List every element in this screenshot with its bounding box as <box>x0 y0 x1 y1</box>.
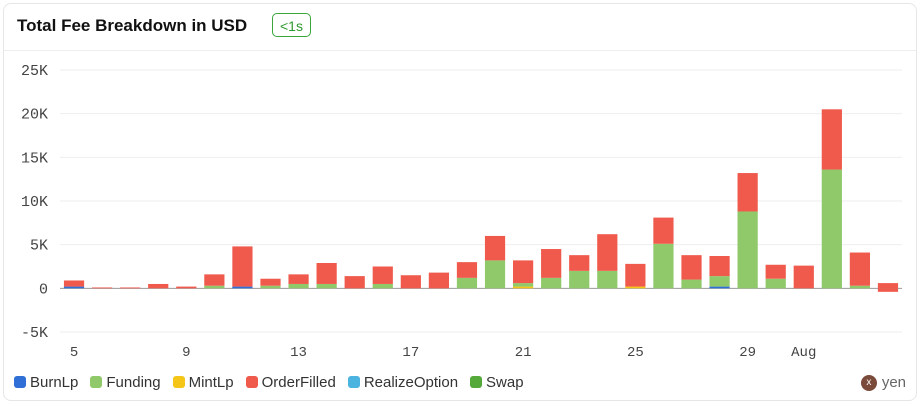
bar-segment-orderfilled <box>737 173 758 212</box>
bar-segment-funding <box>260 285 281 289</box>
bar-segment-funding <box>849 285 871 289</box>
bar-segment-orderfilled <box>428 272 450 289</box>
x-tick-label: 13 <box>290 345 307 361</box>
chart-title: Total Fee Breakdown in USD <box>17 16 248 35</box>
bar-segment-funding <box>372 283 393 289</box>
bar-segment-orderfilled <box>821 109 842 170</box>
bar-segment-orderfilled <box>765 264 786 279</box>
y-tick-label: 25K <box>21 63 48 80</box>
user-name: yen <box>881 374 906 391</box>
legend-item-mintlp[interactable]: MintLp <box>172 373 234 391</box>
legend-label: BurnLp <box>30 373 79 391</box>
user-badge[interactable]: x yen <box>860 374 906 391</box>
legend-item-swap[interactable]: Swap <box>470 374 524 391</box>
bar-segment-orderfilled <box>849 252 871 286</box>
legend-swatch <box>347 376 360 388</box>
bar-segment-funding <box>204 285 225 289</box>
bar-segment-orderfilled <box>625 263 646 287</box>
y-tick-label: 0 <box>39 281 48 298</box>
legend-item-realizeoption[interactable]: RealizeOption <box>347 373 459 391</box>
x-tick-label: 5 <box>70 345 78 361</box>
legend-item-burnlp[interactable]: BurnLp <box>14 374 78 391</box>
bar-segment-orderfilled <box>148 283 169 289</box>
bar-segment-funding <box>484 260 506 289</box>
bar-segment-funding <box>681 279 702 289</box>
bar-segment-orderfilled <box>681 255 702 280</box>
chart-legend: BurnLp Funding MintLp OrderFilled RealizeOpt… <box>14 372 524 392</box>
x-tick-label: 21 <box>515 345 532 361</box>
user-avatar: x <box>860 374 877 391</box>
legend-label: RealizeOption <box>363 373 459 391</box>
bar-segment-funding <box>765 278 786 289</box>
legend-swatch <box>245 376 258 388</box>
bar-segment-orderfilled <box>877 283 899 289</box>
bar-segment-orderfilled <box>597 234 618 271</box>
y-tick-label: 20K <box>21 107 48 124</box>
bar-segment-funding <box>456 277 478 289</box>
legend-swatch <box>90 376 103 388</box>
bar-segment-mintlp <box>625 286 646 289</box>
bar-segment-funding <box>512 283 534 287</box>
legend-item-funding[interactable]: Funding <box>90 373 161 391</box>
bar-segment-orderfilled <box>709 256 730 277</box>
bar-segment-orderfilled <box>232 246 253 287</box>
legend-swatch <box>470 376 483 388</box>
bar-segment-burnlp <box>63 286 85 289</box>
bar-segment-orderfilled <box>372 266 393 284</box>
bar-segment-orderfilled <box>653 217 674 244</box>
bar-segment-orderfilled <box>260 278 281 286</box>
x-tick-label: 17 <box>402 345 419 361</box>
bar-segment-orderfilled <box>344 276 365 289</box>
bar-segment-orderfilled <box>484 235 506 261</box>
bar-segment-funding <box>821 169 842 289</box>
bar-segment-orderfilled <box>456 262 478 278</box>
bar-segment-orderfilled <box>120 287 141 289</box>
bar-segment-orderfilled <box>541 249 562 278</box>
legend-label: MintLp <box>188 373 234 391</box>
legend-swatch <box>172 376 185 388</box>
bar-segment-funding <box>288 283 309 289</box>
legend-item-orderfilled[interactable]: OrderFilled <box>245 373 336 391</box>
bar-segment-funding <box>737 211 758 289</box>
bar-segment-orderfilled <box>316 263 337 284</box>
bar-segment-orderfilled <box>91 287 113 289</box>
bar-segment-orderfilled <box>288 274 309 284</box>
bar-segment-funding <box>316 283 337 289</box>
bar-segment-burnlp <box>232 286 253 289</box>
refresh-badge[interactable]: <1s <box>272 13 311 37</box>
y-tick-label: 15K <box>21 150 48 167</box>
bar-segment-orderfilled <box>400 275 421 289</box>
y-tick-label: 10K <box>21 194 48 211</box>
legend-label: Funding <box>106 373 161 391</box>
x-tick-label: 25 <box>627 345 644 361</box>
x-tick-label: 29 <box>739 345 756 361</box>
x-tick-label: Aug <box>791 345 816 361</box>
bar-segment-funding <box>541 277 562 289</box>
bar-segment-burnlp <box>709 286 730 289</box>
bar-segment-orderfilled <box>569 255 590 271</box>
bar-segment-negative <box>877 288 899 292</box>
y-tick-label: -5K <box>21 325 48 342</box>
x-tick-label: 9 <box>182 345 190 361</box>
bar-segment-orderfilled <box>204 274 225 286</box>
y-tick-label: 5K <box>30 238 48 255</box>
bar-segment-orderfilled <box>793 265 814 289</box>
bar-segment-orderfilled <box>176 286 197 289</box>
legend-label: OrderFilled <box>261 373 336 391</box>
chart-header: Total Fee Breakdown in USD <1s <box>4 4 916 51</box>
bar-segment-funding <box>709 276 730 287</box>
chart-card: Total Fee Breakdown in USD <1s <box>3 3 917 401</box>
legend-swatch <box>14 376 26 388</box>
bar-segment-funding <box>597 270 618 289</box>
bar-segment-orderfilled <box>63 280 85 287</box>
bar-segment-mintlp <box>512 286 534 289</box>
legend-label: Swap <box>486 373 524 391</box>
bar-segment-funding <box>653 243 674 289</box>
bar-segment-funding <box>569 270 590 289</box>
bar-segment-orderfilled <box>512 260 534 284</box>
